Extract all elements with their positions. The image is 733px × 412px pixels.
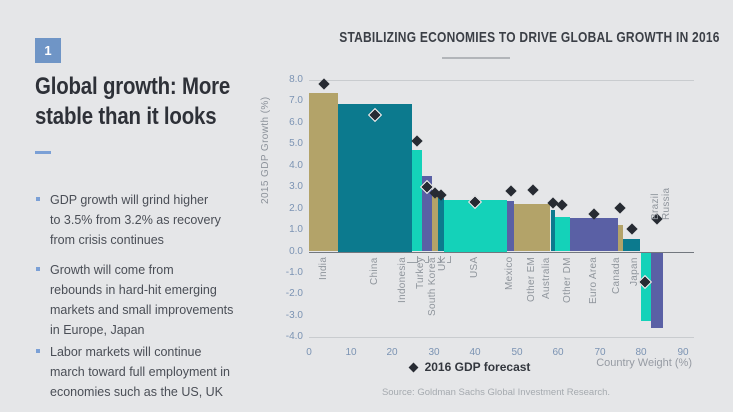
- bullet-line: markets and small improvements: [50, 303, 234, 317]
- y-tick-label: 0.0: [289, 246, 303, 257]
- bar-euro-area: [569, 218, 618, 252]
- country-label-usa: USA: [469, 257, 480, 279]
- country-label-russia: Russia: [661, 187, 672, 220]
- y-tick-label: 4.0: [289, 160, 303, 171]
- bullet-line: Growth will come from: [50, 263, 174, 277]
- x-tick-label: 60: [552, 347, 564, 358]
- diamond-legend-icon: [408, 362, 419, 372]
- chart-title-underline: [442, 57, 510, 59]
- bar-canada: [617, 224, 623, 252]
- bullet-square-icon: [36, 197, 40, 201]
- bar-turkey: [422, 176, 432, 252]
- bullet-square-icon: [36, 267, 40, 271]
- label-bracket-south-korea: [437, 256, 441, 263]
- y-tick-label: 3.0: [289, 181, 303, 192]
- bullet-line: from crisis continues: [50, 233, 164, 247]
- forecast-diamond-japan: [626, 223, 638, 235]
- y-tick-label: 2.0: [289, 203, 303, 214]
- bar-japan: [622, 238, 641, 252]
- x-tick-label: 20: [386, 347, 398, 358]
- x-axis-zero-line: [309, 252, 694, 253]
- country-label-euro-area: Euro Area: [588, 257, 599, 305]
- x-tick-label: 30: [428, 347, 440, 358]
- title-accent-dash: [35, 151, 51, 154]
- x-tick-label: 0: [306, 347, 312, 358]
- bar-china: [338, 103, 413, 252]
- y-tick-label: 5.0: [289, 138, 303, 149]
- y-tick-label: -2.0: [285, 288, 303, 299]
- forecast-diamond-other-dm: [556, 199, 568, 212]
- page-title: Global growth: More stable than it looks: [35, 72, 256, 132]
- bullet-item: Labor markets will continue march toward …: [50, 342, 275, 402]
- forecast-diamond-mexico: [504, 185, 517, 198]
- legend-label: 2016 GDP forecast: [424, 360, 531, 374]
- country-label-mexico: Mexico: [504, 257, 515, 291]
- gridline-top: [309, 80, 694, 81]
- bar-indonesia: [412, 149, 423, 252]
- y-tick-label: 1.0: [289, 224, 303, 235]
- country-label-other-em: Other EM: [526, 257, 537, 303]
- slide-number-badge: 1: [35, 38, 61, 63]
- country-label-india: India: [318, 257, 329, 281]
- country-label-uk: UK: [437, 257, 448, 272]
- chart-title: STABILIZING ECONOMIES TO DRIVE GLOBAL GR…: [339, 29, 720, 46]
- forecast-diamond-canada: [614, 201, 626, 214]
- page-title-line: Global growth: More: [35, 73, 231, 100]
- bar-other-em: [514, 204, 551, 252]
- y-tick-label: 8.0: [289, 74, 303, 85]
- bar-russia: [650, 252, 663, 328]
- source-attribution: Source: Goldman Sachs Global Investment …: [381, 387, 611, 398]
- bar-south-korea: [431, 194, 438, 252]
- label-bracket-turkey: [425, 256, 429, 263]
- bullet-line: rebounds in hard-hit emerging: [50, 283, 217, 297]
- country-label-australia: Australia: [541, 257, 552, 299]
- y-tick-label: -1.0: [285, 267, 303, 278]
- country-label-japan: Japan: [629, 257, 640, 286]
- page-title-line: stable than it looks: [35, 103, 217, 130]
- label-bracket-indonesia: [407, 256, 418, 263]
- x-tick-label: 90: [677, 347, 689, 358]
- chart-legend: 2016 GDP forecast: [355, 360, 585, 374]
- y-tick-label: -4.0: [285, 331, 303, 342]
- x-axis-title: Country Weight (%): [596, 357, 692, 369]
- bar-australia: [550, 209, 555, 252]
- bar-other-dm: [554, 217, 570, 252]
- bullet-line: in Europe, Japan: [50, 323, 145, 337]
- bar-india: [309, 92, 339, 252]
- x-tick-label: 70: [594, 347, 606, 358]
- x-tick-label: 10: [345, 347, 357, 358]
- bar-mexico: [506, 201, 515, 252]
- x-tick-label: 40: [469, 347, 481, 358]
- y-tick-label: 7.0: [289, 95, 303, 106]
- label-bracket-uk: [447, 256, 451, 263]
- bullet-item: Growth will come from rebounds in hard-hi…: [50, 260, 275, 340]
- country-label-other-dm: Other DM: [562, 257, 573, 303]
- bullet-line: Labor markets will continue: [50, 345, 202, 359]
- y-tick-label: 6.0: [289, 117, 303, 128]
- country-label-indonesia: Indonesia: [397, 257, 408, 304]
- gridline-bottom: [309, 337, 694, 338]
- forecast-diamond-other-em: [526, 184, 539, 197]
- bullet-line: GDP growth will grind higher: [50, 193, 209, 207]
- country-label-china: China: [369, 257, 380, 285]
- bullet-square-icon: [36, 349, 40, 353]
- bullet-line: to 3.5% from 3.2% as recovery: [50, 213, 221, 227]
- bullet-line: march toward full employment in: [50, 365, 230, 379]
- x-tick-label: 50: [511, 347, 523, 358]
- x-tick-label: 80: [635, 347, 647, 358]
- country-label-canada: Canada: [611, 257, 622, 294]
- y-tick-label: -3.0: [285, 310, 303, 321]
- forecast-diamond-indonesia: [411, 135, 423, 147]
- bullet-line: economies such as the US, UK: [50, 385, 223, 399]
- bar-uk: [437, 197, 445, 252]
- bullet-item: GDP growth will grind higher to 3.5% from…: [50, 190, 275, 250]
